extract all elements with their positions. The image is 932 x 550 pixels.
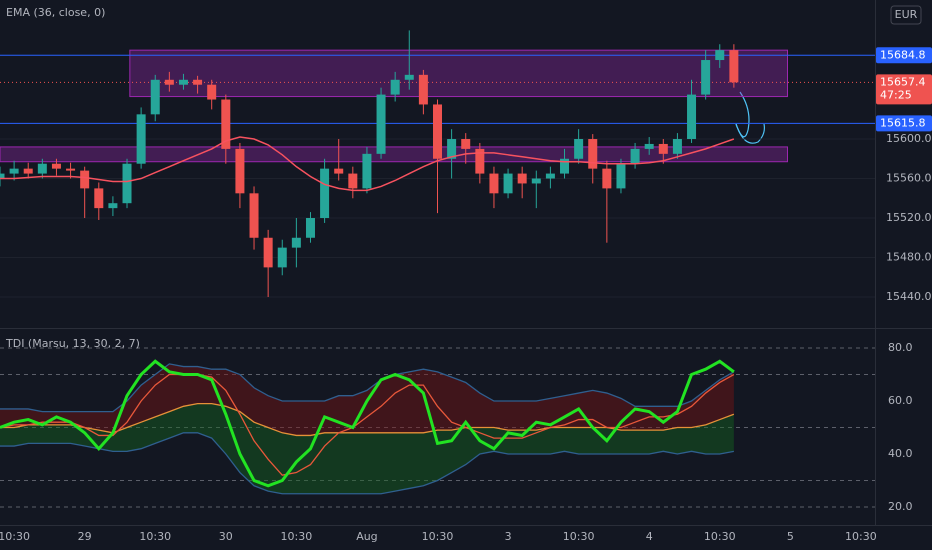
candle-body xyxy=(404,74,414,80)
candle-body xyxy=(320,168,330,219)
currency-button[interactable] xyxy=(890,5,922,25)
candle-body xyxy=(715,50,725,61)
x-tick-label: 10:30 xyxy=(704,530,736,543)
tdi-line xyxy=(0,432,734,495)
last-price-tag-bg xyxy=(876,74,932,105)
candle-body xyxy=(588,139,598,169)
candle-body xyxy=(334,168,344,174)
candle-body xyxy=(461,139,471,149)
zone xyxy=(129,49,789,98)
candle-body xyxy=(23,168,33,174)
candle-body xyxy=(503,173,513,194)
y-tick-label: 15440.0 xyxy=(886,290,932,303)
candle-body xyxy=(164,79,174,85)
candle-body xyxy=(687,94,697,140)
plot-layer: 15440.0 15480.0 15520.0 15560.0 15600.0 15684… xyxy=(0,30,932,543)
y-tick-label: 15560.0 xyxy=(886,172,932,185)
y-tick-label: 60.0 xyxy=(888,394,913,407)
x-tick-label: 10:30 xyxy=(281,530,313,543)
candle-body xyxy=(51,163,61,169)
last-price-tag: 15657.4 xyxy=(880,75,926,88)
candle-body xyxy=(672,139,682,154)
candle-body xyxy=(644,143,654,149)
x-tick-label: 10:30 xyxy=(845,530,877,543)
candle-body xyxy=(348,173,358,189)
x-tick-label: 29 xyxy=(78,530,92,543)
y-tick-label: 15480.0 xyxy=(886,251,932,264)
candle-body xyxy=(560,158,570,174)
y-tick-label: 15600.0 xyxy=(886,132,932,145)
candle-body xyxy=(221,99,231,149)
tdi-line xyxy=(0,359,735,488)
candle-body xyxy=(37,163,47,174)
candle-body xyxy=(362,153,372,189)
countdown: 47:25 xyxy=(880,88,912,101)
y-tick-label: 20.0 xyxy=(888,500,913,513)
candle-body xyxy=(658,143,668,154)
candle-body xyxy=(207,84,217,100)
candle-body xyxy=(263,237,273,268)
candle-body xyxy=(178,79,188,85)
tdi-line xyxy=(0,373,735,476)
candle-body xyxy=(729,50,739,83)
candle-body xyxy=(0,173,5,179)
drawing-arrow xyxy=(735,123,765,144)
candle-body xyxy=(602,168,612,189)
candle-body xyxy=(517,173,527,184)
candle-body xyxy=(616,163,626,189)
x-tick-label: 10:30 xyxy=(422,530,454,543)
x-tick-label: 5 xyxy=(787,530,794,543)
x-tick-label: 3 xyxy=(505,530,512,543)
x-tick-label: Aug xyxy=(356,530,377,543)
candle-body xyxy=(489,173,499,194)
candle-body xyxy=(447,139,457,159)
level-tag-bg xyxy=(876,115,932,132)
x-tick-label: 10:30 xyxy=(139,530,171,543)
candle-body xyxy=(418,74,428,105)
candle-body xyxy=(574,139,584,159)
y-tick-label: 15520.0 xyxy=(886,211,932,224)
candle-body xyxy=(531,178,541,184)
candle-body xyxy=(66,168,76,171)
candle-body xyxy=(475,148,485,174)
candle-body xyxy=(9,168,19,174)
indicator-label: EMA (36, close, 0) xyxy=(6,6,105,19)
candle-body xyxy=(122,163,132,204)
level-tag: 15684.8 xyxy=(880,48,926,61)
lower-band-fill xyxy=(0,403,734,494)
candle-body xyxy=(376,94,386,154)
candle-body xyxy=(630,148,640,164)
level-tag: 15615.8 xyxy=(880,116,926,129)
candle-body xyxy=(193,79,203,85)
candle-body xyxy=(108,203,118,209)
candle-body xyxy=(80,170,90,189)
candle-body xyxy=(291,237,301,248)
x-tick-label: 30 xyxy=(219,530,233,543)
indicator-label: TDI (Marsu, 13, 30, 2, 7) xyxy=(5,337,140,350)
candle-body xyxy=(136,114,146,164)
candle-body xyxy=(390,79,400,95)
ema-line xyxy=(0,136,735,192)
candle-body xyxy=(150,79,160,115)
candle-body xyxy=(94,188,104,209)
currency-label[interactable]: EUR xyxy=(895,8,918,21)
candle-body xyxy=(701,60,711,95)
x-tick-label: 4 xyxy=(646,530,653,543)
candle-body xyxy=(545,173,555,179)
candle-body xyxy=(249,193,259,238)
x-tick-label: 10:30 xyxy=(0,530,30,543)
x-tick-label: 10:30 xyxy=(563,530,595,543)
candle-body xyxy=(433,104,442,159)
candle-body xyxy=(235,148,245,194)
candle-body xyxy=(305,218,315,238)
tdi-line xyxy=(0,403,735,437)
y-tick-label: 40.0 xyxy=(888,447,913,460)
y-tick-label: 80.0 xyxy=(888,341,913,354)
candle-body xyxy=(277,247,287,268)
level-tag-bg xyxy=(876,47,932,64)
